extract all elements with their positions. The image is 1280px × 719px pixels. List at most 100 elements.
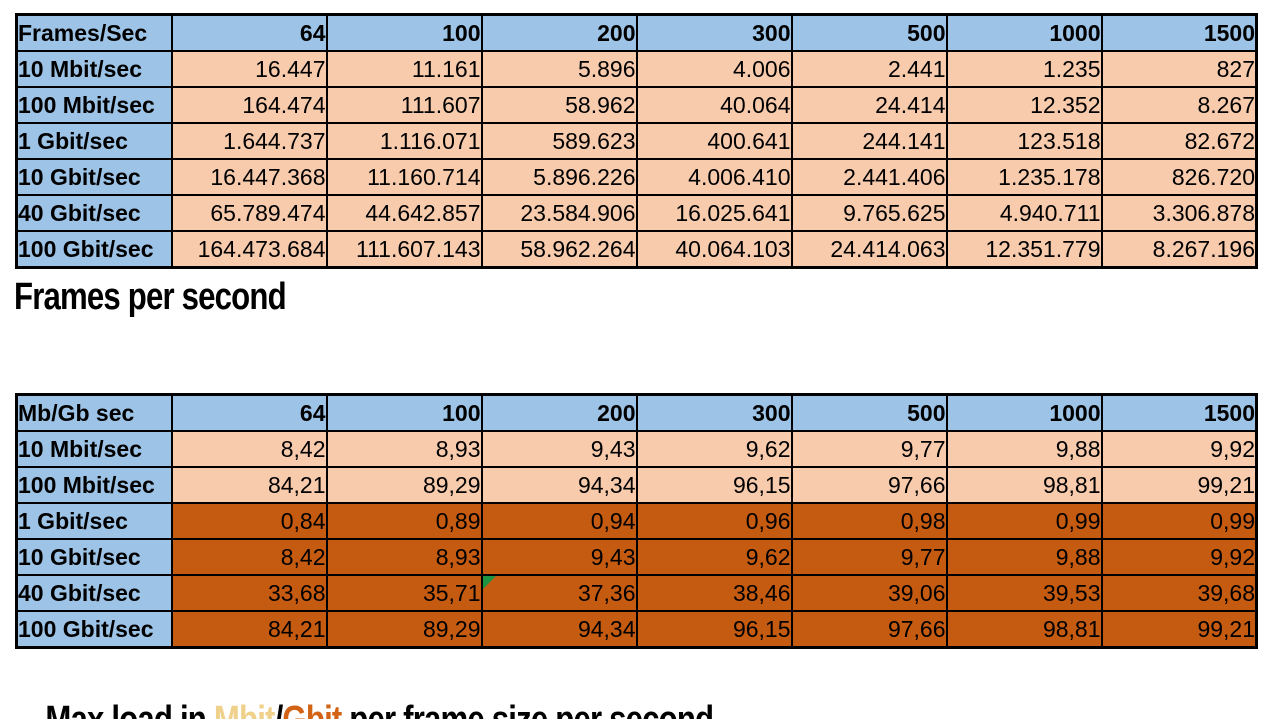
cell: 35,71 [325,574,483,612]
cell: 39,68 [1100,574,1258,612]
table-row: 10 Gbit/sec 16.447.368 11.160.714 5.896.… [15,158,1258,196]
column-header-500: 500 [790,13,948,52]
cell: 40.064 [635,86,793,124]
cell: 16.447 [170,50,328,88]
cell: 8.267.196 [1100,230,1258,269]
cell: 39,53 [945,574,1103,612]
cell: 94,34 [480,610,638,649]
row-header: 10 Mbit/sec [15,50,173,88]
cell: 9,92 [1100,538,1258,576]
cell: 24.414 [790,86,948,124]
cell: 1.644.737 [170,122,328,160]
table-row: 100 Gbit/sec 164.473.684 111.607.143 58.… [15,230,1258,269]
cell: 9,62 [635,538,793,576]
cell: 9,88 [945,538,1103,576]
corner-header-mb-gb-sec: Mb/Gb sec [15,393,173,432]
table-row: 40 Gbit/sec 33,68 35,71 37,36 38,46 39,0… [15,574,1258,612]
cell: 111.607.143 [325,230,483,269]
cell: 94,34 [480,466,638,504]
column-header-300: 300 [635,393,793,432]
cell: 37,36 [480,574,638,612]
cell: 2.441.406 [790,158,948,196]
row-header: 40 Gbit/sec [15,194,173,232]
cell: 0,99 [1100,502,1258,540]
caption-slash: / [275,699,284,719]
cell: 827 [1100,50,1258,88]
column-header-64: 64 [170,13,328,52]
caption-text-suffix: per frame size per second [341,699,714,719]
cell: 24.414.063 [790,230,948,269]
cell: 33,68 [170,574,328,612]
frames-per-second-table: Frames/Sec 64 100 200 300 500 1000 1500 … [15,13,1258,269]
cell: 58.962.264 [480,230,638,269]
cell: 44.642.857 [325,194,483,232]
cell: 111.607 [325,86,483,124]
column-header-200: 200 [480,13,638,52]
max-load-table: Mb/Gb sec 64 100 200 300 500 1000 1500 1… [15,393,1258,649]
table-row: 100 Mbit/sec 164.474 111.607 58.962 40.0… [15,86,1258,124]
table-header-row: Frames/Sec 64 100 200 300 500 1000 1500 [15,13,1258,52]
cell: 589.623 [480,122,638,160]
frames-table-caption: Frames per second [14,276,287,318]
cell: 826.720 [1100,158,1258,196]
cell: 123.518 [945,122,1103,160]
cell: 0,84 [170,502,328,540]
cell: 400.641 [635,122,793,160]
row-header: 100 Gbit/sec [15,230,173,269]
cell: 12.351.779 [945,230,1103,269]
table-row: 1 Gbit/sec 0,84 0,89 0,94 0,96 0,98 0,99… [15,502,1258,540]
row-header: 1 Gbit/sec [15,502,173,540]
cell: 9,43 [480,430,638,468]
column-header-1000: 1000 [945,13,1103,52]
cell: 11.161 [325,50,483,88]
cell: 8,42 [170,430,328,468]
table-row: 10 Mbit/sec 8,42 8,93 9,43 9,62 9,77 9,8… [15,430,1258,468]
cell: 98,81 [945,466,1103,504]
cell: 38,46 [635,574,793,612]
cell: 4.006.410 [635,158,793,196]
column-header-200: 200 [480,393,638,432]
cell: 2.441 [790,50,948,88]
corner-header-frames-sec: Frames/Sec [15,13,173,52]
table-row: 10 Mbit/sec 16.447 11.161 5.896 4.006 2.… [15,50,1258,88]
cell: 82.672 [1100,122,1258,160]
cell: 164.474 [170,86,328,124]
cell: 164.473.684 [170,230,328,269]
cell: 84,21 [170,466,328,504]
cell: 16.447.368 [170,158,328,196]
cell: 9,43 [480,538,638,576]
row-header: 100 Gbit/sec [15,610,173,649]
row-header: 100 Mbit/sec [15,466,173,504]
caption-text-prefix: Max load in [45,699,213,719]
cell: 3.306.878 [1100,194,1258,232]
cell: 0,89 [325,502,483,540]
cell: 9.765.625 [790,194,948,232]
cell: 23.584.906 [480,194,638,232]
row-header: 10 Gbit/sec [15,158,173,196]
table-header-row: Mb/Gb sec 64 100 200 300 500 1000 1500 [15,393,1258,432]
cell: 4.940.711 [945,194,1103,232]
column-header-64: 64 [170,393,328,432]
cell: 0,96 [635,502,793,540]
cell: 0,98 [790,502,948,540]
cell: 16.025.641 [635,194,793,232]
table-row: 100 Gbit/sec 84,21 89,29 94,34 96,15 97,… [15,610,1258,649]
row-header: 10 Mbit/sec [15,430,173,468]
cell: 0,94 [480,502,638,540]
cell: 89,29 [325,466,483,504]
row-header: 1 Gbit/sec [15,122,173,160]
cell: 12.352 [945,86,1103,124]
row-header: 10 Gbit/sec [15,538,173,576]
table-row: 10 Gbit/sec 8,42 8,93 9,43 9,62 9,77 9,8… [15,538,1258,576]
cell: 1.235.178 [945,158,1103,196]
cell: 1.116.071 [325,122,483,160]
cell: 40.064.103 [635,230,793,269]
cell: 5.896 [480,50,638,88]
cell: 1.235 [945,50,1103,88]
table-row: 40 Gbit/sec 65.789.474 44.642.857 23.584… [15,194,1258,232]
row-header: 100 Mbit/sec [15,86,173,124]
cell: 96,15 [635,610,793,649]
cell: 99,21 [1100,610,1258,649]
cell: 9,77 [790,430,948,468]
